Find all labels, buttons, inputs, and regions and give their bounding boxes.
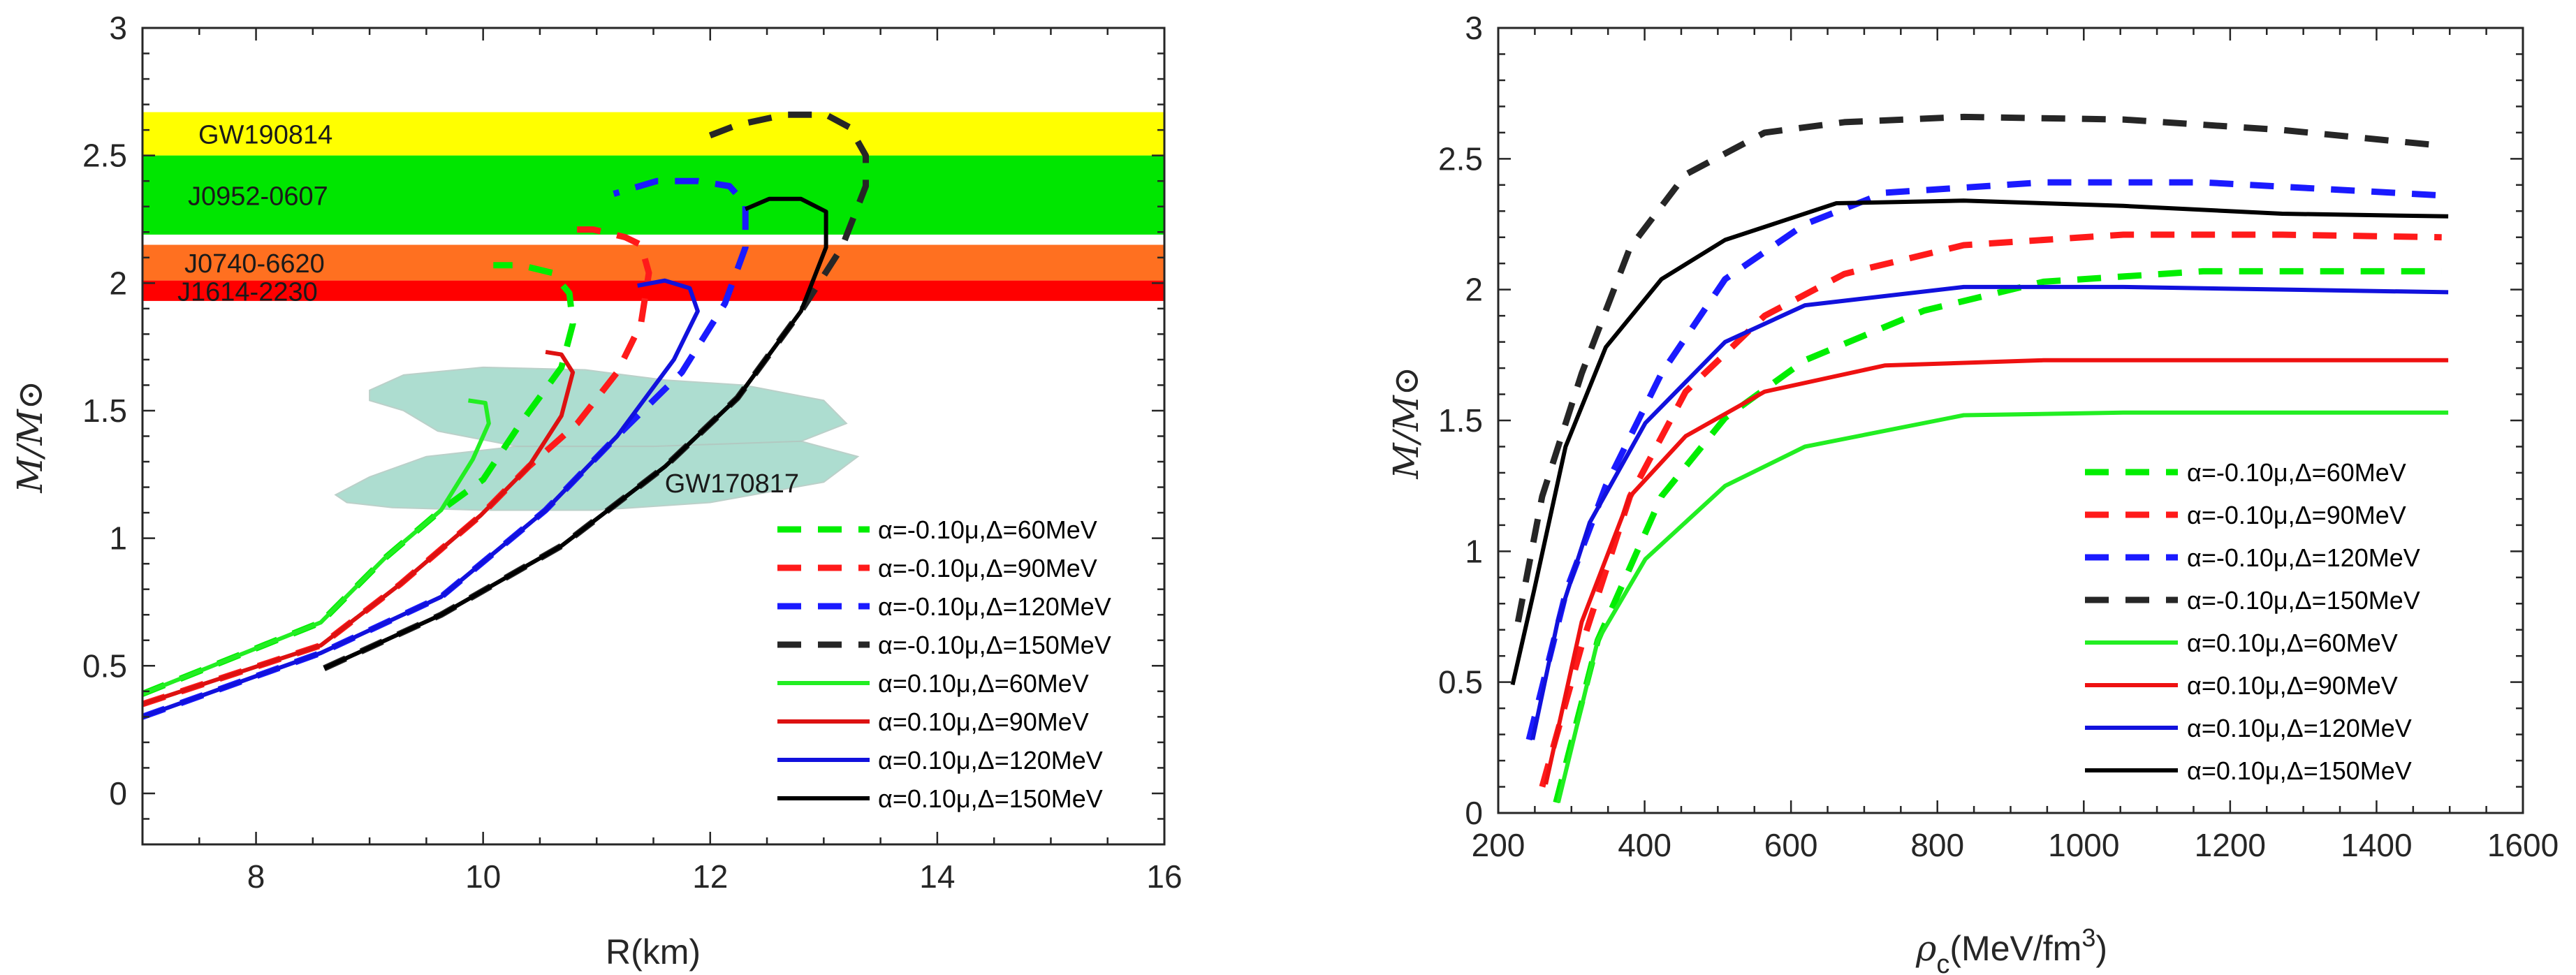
band-label: J0952-0607	[188, 182, 328, 211]
legend: α=-0.10μ,Δ=60MeV α=-0.10μ,Δ=90MeV α=-0.10μ…	[2085, 458, 2420, 785]
x-tick-label: 8	[247, 858, 265, 895]
legend-label-2: α=-0.10μ,Δ=120MeV	[878, 592, 1111, 621]
y-tick-label: 2	[1465, 272, 1483, 308]
legend-label-0: α=-0.10μ,Δ=60MeV	[878, 515, 1097, 544]
y-tick-label: 1	[1465, 533, 1483, 569]
x-tick-label: 800	[1910, 827, 1964, 863]
x-label-unit: (MeV/fm	[1949, 929, 2081, 968]
x-tick-label: 16	[1146, 858, 1182, 895]
x-tick-label: 600	[1764, 827, 1818, 863]
y-tick-label: 1	[109, 520, 127, 557]
x-tick-label: 1400	[2341, 827, 2412, 863]
series-line-5	[1544, 358, 2449, 785]
legend-label-0: α=-0.10μ,Δ=60MeV	[2187, 458, 2406, 487]
mass-density-chart: ρc(MeV/fm3) M/M⊙ 200 400 600 800 1000 1200 140…	[1386, 10, 2559, 975]
series-line-7	[323, 196, 828, 670]
x-label-close: )	[2095, 929, 2107, 968]
x-axis-label: R(km)	[606, 932, 701, 972]
legend-label-6: α=0.10μ,Δ=120MeV	[2187, 714, 2412, 742]
band-label: GW190814	[198, 121, 332, 150]
series-line-0	[142, 262, 576, 697]
series-line-7	[1510, 198, 2449, 686]
y-tick-label: 3	[1465, 10, 1483, 46]
x-label-sup: 3	[2081, 923, 2095, 952]
legend-label-2: α=-0.10μ,Δ=120MeV	[2187, 543, 2420, 572]
plot-content	[142, 111, 1164, 720]
x-axis-label: ρc(MeV/fm3)	[1915, 923, 2107, 975]
legend: α=-0.10μ,Δ=60MeV α=-0.10μ,Δ=90MeV α=-0.10μ…	[777, 515, 1111, 813]
y-tick-label: 0.5	[1438, 664, 1483, 701]
y-tick-label: 0	[1465, 795, 1483, 831]
legend-label-5: α=0.10μ,Δ=90MeV	[878, 708, 1089, 736]
ticks	[1497, 27, 2524, 814]
legend-label-1: α=-0.10μ,Δ=90MeV	[878, 554, 1097, 582]
x-tick-label: 10	[465, 858, 501, 895]
y-tick-label: 2.5	[82, 138, 127, 174]
band-j0952-0607	[142, 155, 1164, 235]
y-tick-label: 2.5	[1438, 140, 1483, 177]
x-tick-label: 14	[919, 858, 955, 895]
series-line-5	[142, 349, 576, 706]
y-tick-label: 0	[109, 775, 127, 812]
series-line-2	[142, 177, 749, 720]
legend-label-4: α=0.10μ,Δ=60MeV	[2187, 629, 2398, 657]
legend-label-7: α=0.10μ,Δ=150MeV	[878, 784, 1103, 813]
band-j0740-6620	[142, 244, 1164, 281]
legend-label-6: α=0.10μ,Δ=120MeV	[878, 746, 1103, 775]
x-label-rho: ρ	[1915, 928, 1937, 969]
x-tick-label: 400	[1618, 827, 1671, 863]
y-tick-label: 1.5	[1438, 402, 1483, 439]
series-line-0	[1553, 267, 2442, 804]
x-tick-label: 1600	[2487, 827, 2559, 863]
x-tick-label: 12	[692, 858, 728, 895]
x-label-sub: c	[1936, 950, 1949, 975]
legend-label-3: α=-0.10μ,Δ=150MeV	[2187, 586, 2420, 615]
series-line-1	[1539, 231, 2442, 788]
ticks	[141, 27, 1166, 846]
series-line-3	[1514, 113, 2443, 623]
plot-content	[1510, 113, 2449, 804]
legend-label-7: α=0.10μ,Δ=150MeV	[2187, 756, 2412, 785]
legend-label-5: α=0.10μ,Δ=90MeV	[2187, 671, 2398, 700]
series-line-4	[142, 398, 491, 696]
x-tick-label: 200	[1472, 827, 1525, 863]
plot-area	[1498, 28, 2523, 813]
region-label: GW170817	[665, 469, 799, 499]
x-tick-label: 1000	[2048, 827, 2119, 863]
y-tick-label: 0.5	[82, 647, 127, 684]
band-label: J0740-6620	[184, 249, 325, 279]
y-tick-label: 3	[109, 10, 127, 46]
x-tick-label: 1200	[2195, 827, 2266, 863]
mass-radius-chart: R(km) M/M⊙ GW190814 J0952-0607 J0740-6620J…	[10, 10, 1183, 972]
y-axis-label: M/M⊙	[10, 380, 50, 493]
series-line-4	[1556, 410, 2449, 803]
legend-label-1: α=-0.10μ,Δ=90MeV	[2187, 501, 2406, 529]
y-tick-label: 1.5	[82, 393, 127, 429]
series-line-6	[142, 278, 700, 719]
band-label: J1614-2230	[177, 277, 318, 307]
legend-label-4: α=0.10μ,Δ=60MeV	[878, 669, 1089, 698]
legend-label-3: α=-0.10μ,Δ=150MeV	[878, 631, 1111, 659]
y-tick-label: 2	[109, 265, 127, 301]
series-line-6	[1530, 284, 2449, 740]
y-axis-label: M/M⊙	[1386, 366, 1426, 479]
band-gw190814	[142, 112, 1164, 156]
